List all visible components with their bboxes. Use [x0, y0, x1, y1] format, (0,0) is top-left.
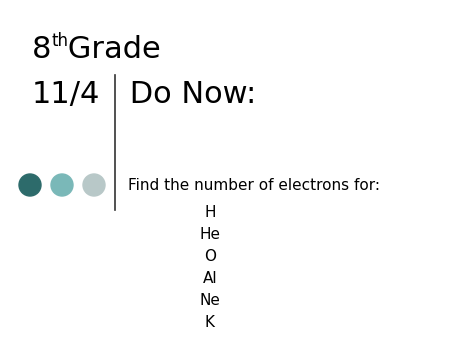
- Text: O: O: [204, 249, 216, 264]
- Text: Do Now:: Do Now:: [120, 80, 256, 109]
- Text: K: K: [205, 315, 215, 330]
- Text: Find the number of electrons for:: Find the number of electrons for:: [128, 178, 380, 193]
- Circle shape: [19, 174, 41, 196]
- Text: H: H: [204, 205, 216, 220]
- Text: Ne: Ne: [199, 293, 220, 308]
- Text: He: He: [199, 227, 220, 242]
- Text: Al: Al: [202, 271, 217, 286]
- Text: 8: 8: [32, 35, 51, 64]
- Circle shape: [83, 174, 105, 196]
- Text: th: th: [52, 32, 69, 50]
- Text: Grade: Grade: [58, 35, 161, 64]
- Circle shape: [51, 174, 73, 196]
- Text: 11/4: 11/4: [32, 80, 100, 109]
